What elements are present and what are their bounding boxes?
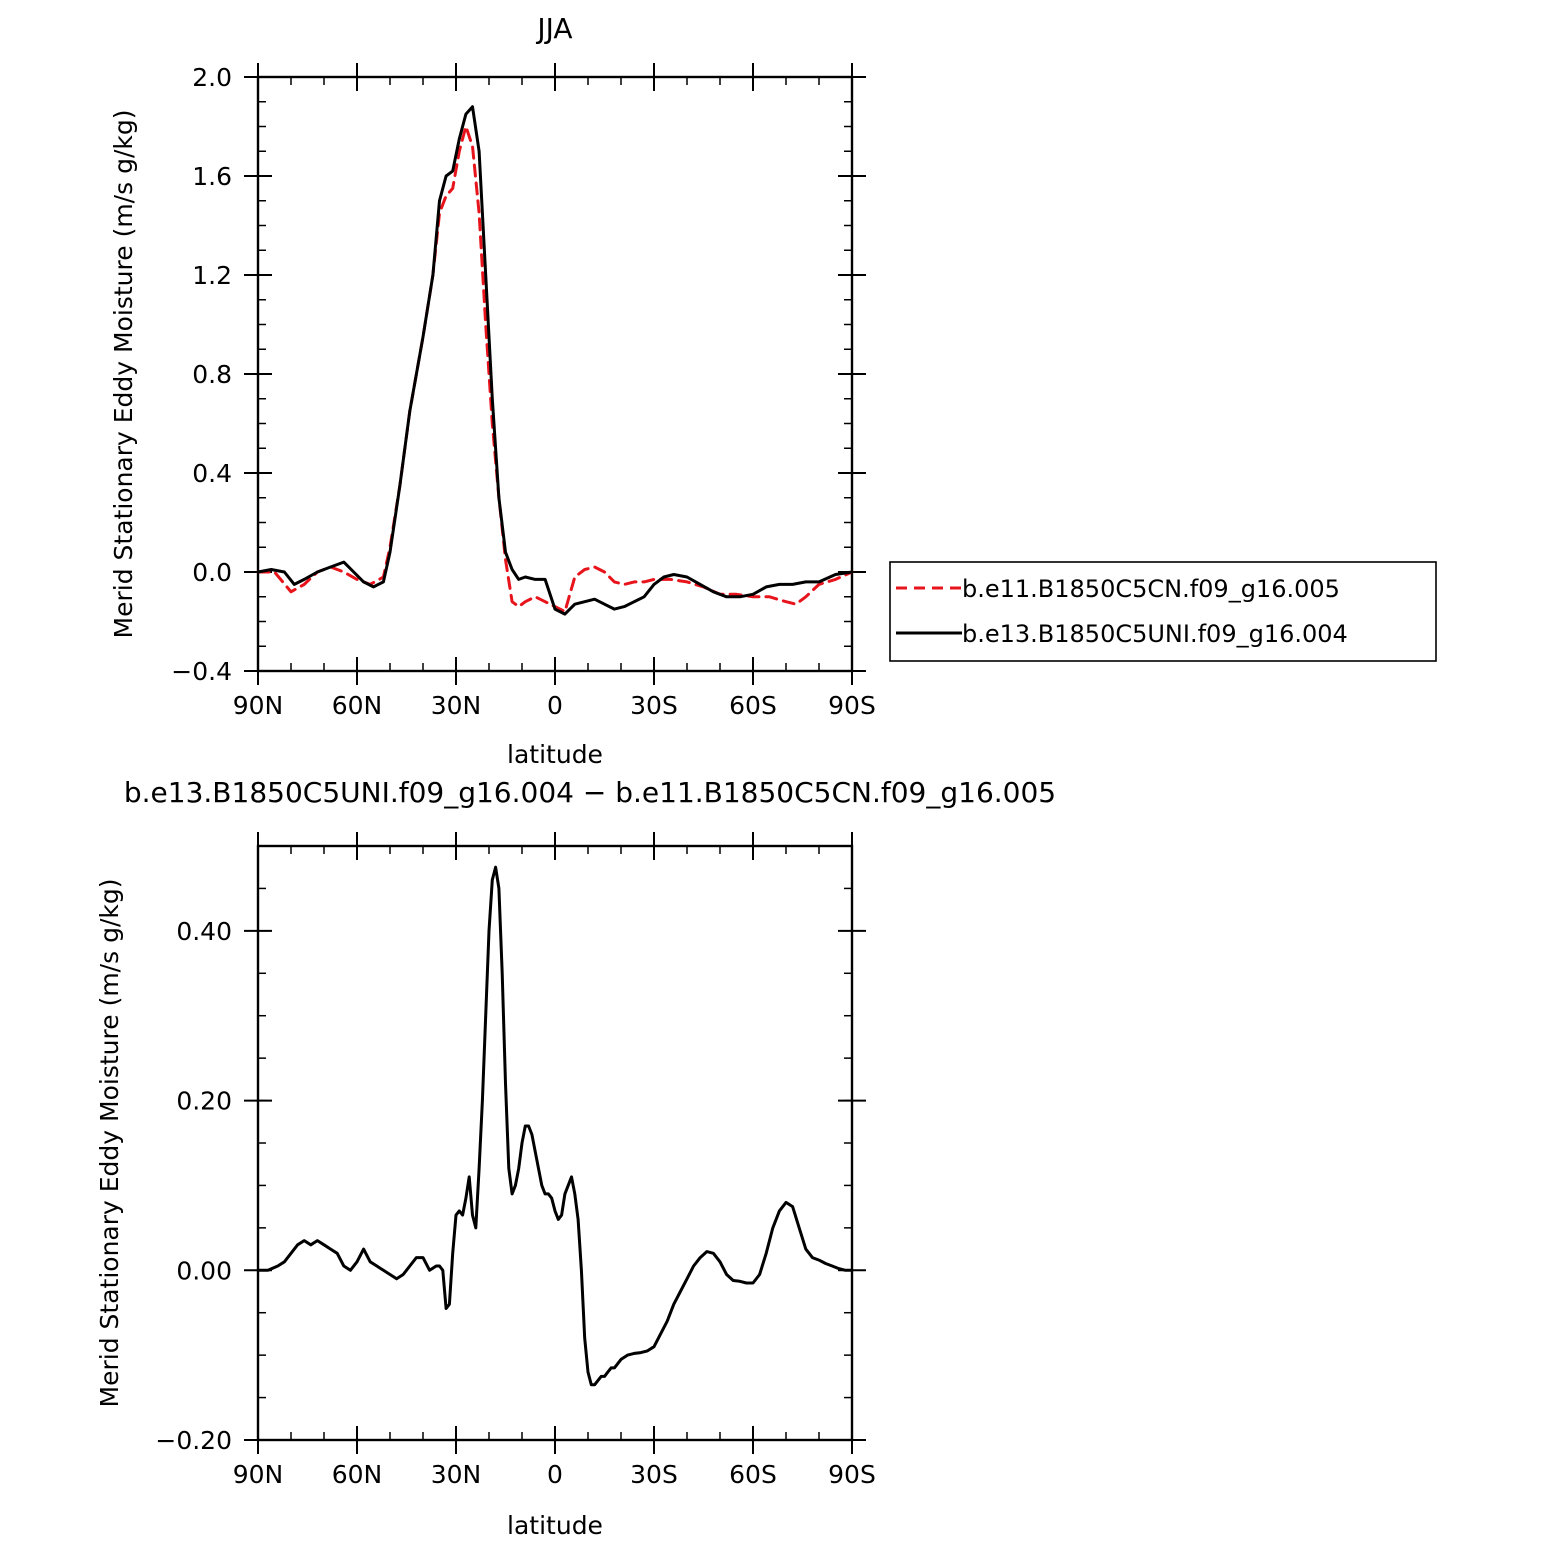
y-tick-label: 0.0 <box>192 558 232 587</box>
y-axis-label: Merid Stationary Eddy Moisture (m/s g/kg… <box>109 110 138 639</box>
x-tick-label: 60S <box>729 691 777 720</box>
x-tick-label: 60N <box>332 691 383 720</box>
x-axis-label: latitude <box>507 1511 603 1540</box>
x-tick-label: 30N <box>431 691 482 720</box>
x-tick-label: 90N <box>233 1460 284 1489</box>
top-chart-legend: b.e11.B1850C5CN.f09_g16.005 b.e13.B1850C5… <box>889 561 1437 662</box>
x-axis-label: latitude <box>507 740 603 769</box>
top-chart-panel: 90N 60N 30N 0 30S 60S 90S −0.4 0.0 0.4 0.8 1.2 1.6 2.… <box>109 12 876 769</box>
series-line-1 <box>256 105 854 616</box>
legend-box <box>889 561 1437 662</box>
x-tick-label: 60S <box>729 1460 777 1489</box>
y-tick-label: −0.4 <box>171 657 232 686</box>
series-line-0 <box>256 865 854 1387</box>
y-tick-label: 1.6 <box>192 162 232 191</box>
x-tick-label: 90S <box>828 1460 876 1489</box>
bottom-chart-panel: 90N 60N 30N 0 30S 60S 90S −0.20 0.00 0.20 0.40 b.e1… <box>95 776 1056 1540</box>
y-tick-label: 0.40 <box>176 917 232 946</box>
y-tick-label: 0.4 <box>192 459 232 488</box>
y-tick-label: −0.20 <box>155 1426 232 1455</box>
plot-frame <box>256 75 854 673</box>
y-axis-label: Merid Stationary Eddy Moisture (m/s g/kg… <box>95 879 124 1408</box>
y-tick-label: 1.2 <box>192 261 232 290</box>
chart-title: b.e13.B1850C5UNI.f09_g16.004 − b.e11.B18… <box>124 776 1056 809</box>
chart-title: JJA <box>535 12 572 45</box>
x-tick-label: 30S <box>630 691 678 720</box>
x-tick-label: 0 <box>547 691 563 720</box>
x-tick-label: 0 <box>547 1460 563 1489</box>
x-tick-label: 60N <box>332 1460 383 1489</box>
series-line-0 <box>256 125 854 614</box>
x-tick-label: 90S <box>828 691 876 720</box>
y-tick-label: 2.0 <box>192 63 232 92</box>
y-tick-label: 0.8 <box>192 360 232 389</box>
legend-label-0: b.e11.B1850C5CN.f09_g16.005 <box>962 575 1340 603</box>
y-tick-label: 0.20 <box>176 1087 232 1116</box>
y-tick-label: 0.00 <box>176 1256 232 1285</box>
x-tick-label: 90N <box>233 691 284 720</box>
legend-label-1: b.e13.B1850C5UNI.f09_g16.004 <box>962 620 1348 648</box>
plot-frame <box>256 844 854 1442</box>
x-tick-label: 30S <box>630 1460 678 1489</box>
x-tick-label: 30N <box>431 1460 482 1489</box>
